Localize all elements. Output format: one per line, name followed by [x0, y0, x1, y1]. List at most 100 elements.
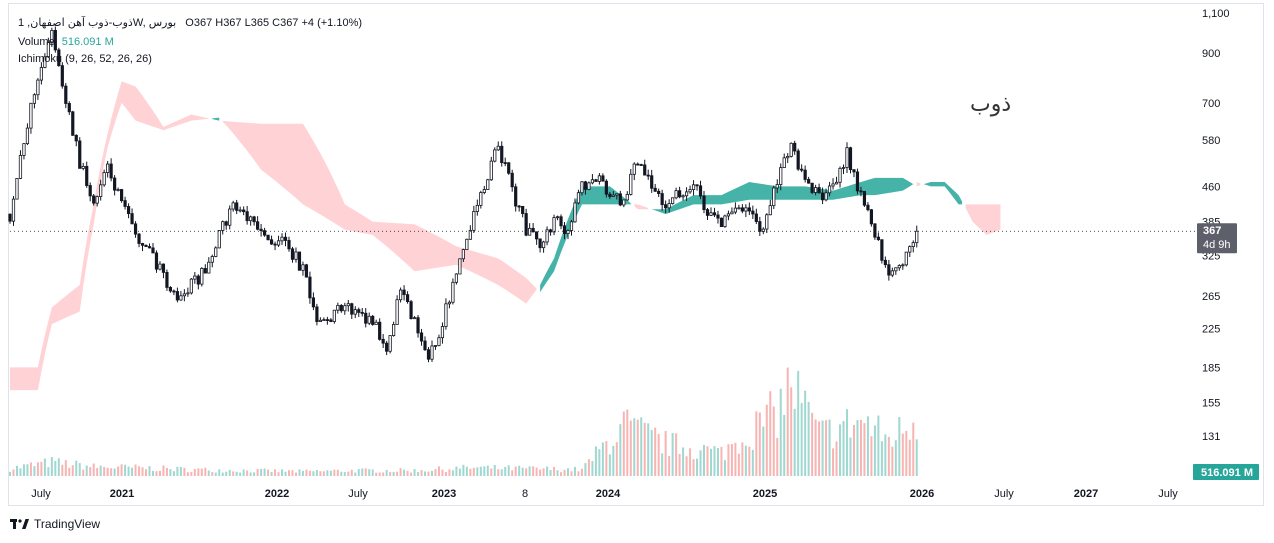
volume-bar: [333, 469, 336, 476]
candle-body: [11, 198, 16, 222]
volume-bar: [887, 436, 890, 476]
symbol-name[interactable]: 1 ,ذوب-ذوب آهن اصفهانW, بورس: [18, 17, 177, 29]
volume-bar: [832, 448, 835, 476]
volume-bar: [591, 461, 594, 476]
candle-body: [140, 243, 145, 246]
volume-bar: [270, 472, 273, 476]
volume-bar: [169, 469, 172, 476]
candle-body: [329, 319, 333, 322]
volume-bar: [560, 472, 563, 476]
ichimoku-label: Ichimoku (9, 26, 52, 26, 26): [18, 53, 152, 65]
candle-body: [841, 167, 846, 169]
volume-bar: [385, 469, 388, 476]
candle-body: [186, 292, 190, 295]
volume-bar: [138, 466, 141, 476]
candle-body: [538, 238, 542, 249]
candle-body: [744, 207, 748, 212]
y-tick-label: 700: [1202, 98, 1220, 110]
candle-body: [650, 175, 654, 189]
footer-brand[interactable]: TradingView: [10, 517, 100, 531]
candle-body: [189, 278, 193, 294]
volume-bar: [211, 471, 214, 476]
y-tick-label: 131: [1202, 431, 1220, 443]
volume-bar: [877, 415, 880, 476]
candle-body: [430, 345, 434, 360]
ichimoku-legend[interactable]: Ichimoku (9, 26, 52, 26, 26): [18, 52, 152, 66]
volume-bar: [689, 448, 692, 476]
volume-bar: [410, 472, 413, 476]
volume-bar: [263, 468, 266, 476]
volume-bar: [204, 467, 207, 476]
candle-body: [423, 340, 427, 351]
volume-bar: [319, 471, 322, 476]
volume-bar: [497, 469, 500, 476]
candle-body: [78, 140, 82, 169]
candle-body: [657, 190, 661, 194]
candle-body: [259, 228, 263, 232]
candle-body: [869, 209, 874, 225]
candle-body: [496, 145, 500, 151]
volume-bar: [298, 469, 301, 476]
candle-body: [493, 149, 497, 162]
candle-body: [562, 225, 567, 235]
candle-body: [688, 189, 692, 193]
volume-bar: [12, 469, 15, 476]
volume-bar: [75, 460, 78, 476]
candle-body: [301, 264, 305, 271]
candle-body: [22, 143, 26, 156]
candle-body: [123, 200, 127, 207]
candle-body: [182, 293, 186, 297]
volume-bar: [228, 469, 231, 476]
candle-body: [395, 299, 399, 325]
y-tick-label: 225: [1202, 323, 1220, 335]
cloud-segment: [222, 120, 537, 304]
candle-body: [894, 267, 898, 272]
candle-body: [765, 214, 769, 230]
candle-body: [803, 169, 807, 180]
candle-body: [350, 303, 354, 315]
volume-bar: [145, 469, 148, 476]
volume-bar: [880, 441, 883, 476]
symbol-legend[interactable]: 1 ,ذوب-ذوب آهن اصفهانW, بورس O367 H367 L…: [18, 16, 362, 30]
candle-body: [322, 319, 326, 321]
candle-body: [440, 326, 445, 339]
candle-body: [479, 192, 483, 206]
candle-body: [576, 192, 581, 204]
candle-body: [203, 268, 207, 274]
candle-body: [15, 178, 19, 200]
volume-bar: [716, 448, 719, 476]
candle-body: [290, 248, 295, 260]
x-tick-label: 2026: [910, 488, 934, 500]
candle-body: [908, 246, 912, 253]
volume-bar: [650, 430, 653, 476]
volume-tag-value: 516.091 M: [1201, 467, 1253, 479]
candle-body: [18, 155, 23, 179]
volume-bar: [193, 468, 196, 476]
volume-bar: [762, 426, 765, 476]
candle-body: [29, 102, 33, 129]
volume-bar: [587, 459, 590, 476]
volume-bar: [96, 467, 99, 476]
price-tag-timer: 4d 9h: [1203, 239, 1231, 251]
candle-body: [245, 211, 249, 222]
candle-body: [712, 212, 717, 216]
volume-bar: [274, 469, 277, 476]
y-tick-label: 460: [1202, 181, 1220, 193]
candle-body: [608, 193, 612, 197]
volume-legend[interactable]: Volume 516.091 M: [18, 35, 114, 49]
candle-body: [120, 189, 124, 202]
volume-bar: [758, 412, 761, 476]
candle-body: [876, 236, 880, 241]
candle-body: [256, 221, 260, 230]
volume-bar: [256, 468, 259, 476]
candle-body: [336, 305, 340, 311]
candle-body: [702, 195, 706, 211]
x-tick-label: July: [31, 488, 51, 500]
candle-body: [681, 195, 685, 198]
candle-body: [238, 209, 242, 212]
volume-bar: [190, 471, 193, 476]
volume-bar: [371, 469, 374, 476]
candle-body: [158, 263, 162, 270]
volume-bar: [29, 462, 32, 476]
